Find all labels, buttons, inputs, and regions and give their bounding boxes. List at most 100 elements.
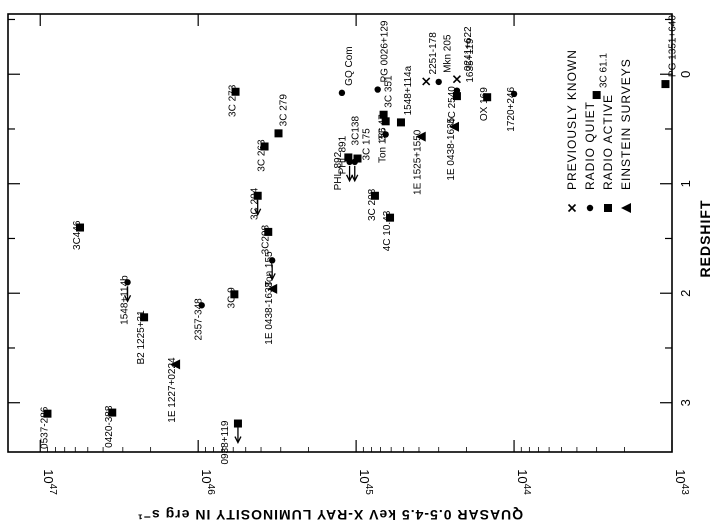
arrow-head xyxy=(351,174,359,183)
square-marker xyxy=(386,213,395,222)
data-point: 3C 351 xyxy=(379,75,395,119)
square-marker xyxy=(260,142,269,151)
point-label: PG 0026+129 xyxy=(380,20,391,82)
point-label: B2 1225+31 xyxy=(136,310,147,365)
point-label: 3C 273 xyxy=(228,84,239,117)
square-marker xyxy=(483,93,492,102)
legend-label: RADIO ACTIVE xyxy=(601,94,615,190)
point-label: 3C 263 xyxy=(257,139,268,172)
point-label: 3C138 xyxy=(350,116,361,146)
data-point: Mkn 205 xyxy=(435,34,454,86)
data-point: 1E 1525+1550 xyxy=(413,129,426,195)
x-tick-label: 3 xyxy=(678,399,693,406)
data-point: 1548+114b xyxy=(120,275,132,325)
x-marker xyxy=(567,203,577,213)
square-marker xyxy=(43,409,52,418)
square-marker xyxy=(231,87,240,96)
point-label: PG 1351+640 xyxy=(667,15,678,77)
point-label: 1720+246 xyxy=(506,87,517,132)
square-marker xyxy=(230,290,239,299)
point-label: 3C 208 xyxy=(367,188,378,221)
square-marker xyxy=(661,80,670,89)
square-marker xyxy=(396,118,405,127)
point-label: 2357-348 xyxy=(194,298,205,341)
legend-entry: EINSTEIN SURVEYS xyxy=(619,58,633,213)
square-marker xyxy=(353,154,362,163)
point-label: GQ Com xyxy=(344,46,355,85)
arrow-head xyxy=(254,208,262,217)
data-point: 1E 0438-1635 xyxy=(446,117,460,181)
point-label: 1548+114b xyxy=(120,275,131,325)
arrow-head xyxy=(234,436,242,444)
plot-border xyxy=(7,13,673,453)
point-label: 2251-178 xyxy=(428,32,439,75)
point-label: 1E 1525+1550 xyxy=(413,129,424,195)
square-marker xyxy=(108,408,117,417)
point-label: 1E 0438-1635 xyxy=(446,117,457,180)
square-marker xyxy=(344,153,353,162)
arrow-head xyxy=(268,273,276,281)
legend-entry: RADIO ACTIVE xyxy=(601,94,615,212)
square-marker xyxy=(604,204,612,212)
y-tick-label: 1045 xyxy=(357,469,374,495)
point-label: OX 169 xyxy=(479,87,490,121)
data-point: 3C 175 xyxy=(353,128,373,163)
point-label: 1E 1227+0224 xyxy=(167,357,178,423)
point-label: 3C446 xyxy=(72,220,83,250)
point-label: 3C 175 xyxy=(362,128,373,161)
data-point: 3C 204 xyxy=(250,187,262,220)
point-label: 1635+119 xyxy=(465,38,476,82)
square-marker xyxy=(76,223,85,232)
x-marker xyxy=(452,75,461,84)
circle-marker xyxy=(374,86,381,93)
circle-marker xyxy=(198,302,205,309)
legend-entry: PREVIOUSLY KNOWN xyxy=(565,49,579,213)
circle-marker xyxy=(124,279,131,286)
circle-marker xyxy=(435,78,442,86)
data-point: 3C 208 xyxy=(367,188,379,221)
square-marker xyxy=(452,92,461,101)
point-label: 3C 279 xyxy=(279,94,290,127)
data-point: 4C 10.43 xyxy=(382,210,395,251)
data-point: 2251-178 xyxy=(422,32,439,86)
legend-label: PREVIOUSLY KNOWN xyxy=(565,49,579,190)
data-point: 0537-286 xyxy=(39,406,52,449)
y-tick-label: 1047 xyxy=(41,469,58,495)
data-point: 3C 61.1 xyxy=(592,53,610,100)
x-axis-title: REDSHIFT xyxy=(697,199,713,277)
circle-marker xyxy=(453,87,461,94)
data-point: 1548+114a xyxy=(396,65,414,127)
data-point: 3C 263 xyxy=(257,139,269,172)
point-label: 3C 204 xyxy=(250,187,261,220)
data-point: 3C138 xyxy=(344,116,361,162)
data-point: 3C298 xyxy=(260,224,273,254)
data-point: B2 1225+31 xyxy=(136,310,149,365)
point-label: 0420-388 xyxy=(104,405,115,448)
circle-marker xyxy=(338,89,346,97)
data-point: OX 169 xyxy=(479,87,492,121)
plot-frame xyxy=(7,13,673,453)
point-label: 3C 9 xyxy=(226,287,237,309)
point-label: 0938+119 xyxy=(220,420,231,464)
data-point: 4C 2540 xyxy=(447,86,461,124)
square-marker xyxy=(370,191,379,200)
arrow-head xyxy=(346,174,354,183)
data-point: 0241+622 xyxy=(452,26,474,84)
square-marker xyxy=(381,117,390,126)
point-label: 3C 61.1 xyxy=(599,53,610,88)
triangle-marker xyxy=(267,283,278,294)
square-marker xyxy=(140,313,149,322)
data-point: Ton 155 xyxy=(264,251,276,287)
point-label: PHL 892 xyxy=(333,151,344,190)
point-label: PHL 891 xyxy=(338,135,349,174)
data-point: 3C 279 xyxy=(274,94,290,138)
legend-entry: RADIO QUIET xyxy=(583,101,597,212)
x-marker xyxy=(422,77,431,86)
square-marker xyxy=(264,227,273,236)
axis-ticks: 0 1 2 3 1043 1044 1045 1046 1047 xyxy=(8,14,693,495)
y-axis-title: QUASAR 0.5-4.5 keV X-RAY LUMINOSITY IN e… xyxy=(137,507,523,523)
circle-marker xyxy=(268,257,276,264)
circle-marker xyxy=(586,204,594,212)
circle-marker xyxy=(382,131,389,138)
data-point: 1635+119 xyxy=(453,38,476,94)
